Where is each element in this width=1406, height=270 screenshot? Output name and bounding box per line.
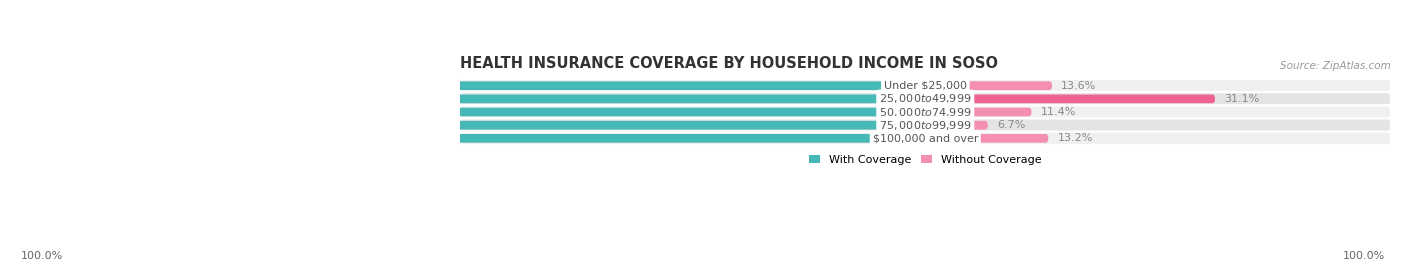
Text: 86.4%: 86.4% bbox=[143, 81, 183, 91]
Text: $50,000 to $74,999: $50,000 to $74,999 bbox=[879, 106, 972, 119]
Text: Source: ZipAtlas.com: Source: ZipAtlas.com bbox=[1281, 61, 1391, 71]
FancyBboxPatch shape bbox=[460, 119, 1391, 132]
FancyBboxPatch shape bbox=[925, 81, 1052, 90]
FancyBboxPatch shape bbox=[117, 134, 925, 143]
FancyBboxPatch shape bbox=[460, 92, 1391, 106]
Text: 100.0%: 100.0% bbox=[21, 251, 63, 261]
FancyBboxPatch shape bbox=[56, 121, 925, 130]
FancyBboxPatch shape bbox=[284, 94, 925, 103]
Text: 11.4%: 11.4% bbox=[1040, 107, 1076, 117]
FancyBboxPatch shape bbox=[460, 132, 1391, 145]
FancyBboxPatch shape bbox=[925, 134, 1049, 143]
Text: HEALTH INSURANCE COVERAGE BY HOUSEHOLD INCOME IN SOSO: HEALTH INSURANCE COVERAGE BY HOUSEHOLD I… bbox=[460, 56, 998, 71]
Text: 100.0%: 100.0% bbox=[1343, 251, 1385, 261]
FancyBboxPatch shape bbox=[460, 79, 1391, 92]
Legend: With Coverage, Without Coverage: With Coverage, Without Coverage bbox=[804, 151, 1046, 170]
Text: 88.6%: 88.6% bbox=[124, 107, 162, 117]
FancyBboxPatch shape bbox=[925, 94, 1215, 103]
FancyBboxPatch shape bbox=[925, 121, 988, 130]
Text: Under $25,000: Under $25,000 bbox=[884, 81, 967, 91]
FancyBboxPatch shape bbox=[460, 105, 1391, 119]
FancyBboxPatch shape bbox=[121, 81, 925, 90]
Text: $25,000 to $49,999: $25,000 to $49,999 bbox=[879, 92, 972, 105]
Text: 6.7%: 6.7% bbox=[997, 120, 1025, 130]
FancyBboxPatch shape bbox=[925, 108, 1032, 116]
Text: 86.8%: 86.8% bbox=[141, 133, 179, 143]
Text: 31.1%: 31.1% bbox=[1225, 94, 1260, 104]
Text: $100,000 and over: $100,000 and over bbox=[873, 133, 979, 143]
Text: 13.2%: 13.2% bbox=[1057, 133, 1092, 143]
Text: $75,000 to $99,999: $75,000 to $99,999 bbox=[879, 119, 972, 132]
FancyBboxPatch shape bbox=[100, 108, 925, 116]
Text: 93.3%: 93.3% bbox=[80, 120, 118, 130]
Text: 68.9%: 68.9% bbox=[307, 94, 346, 104]
Text: 13.6%: 13.6% bbox=[1062, 81, 1097, 91]
